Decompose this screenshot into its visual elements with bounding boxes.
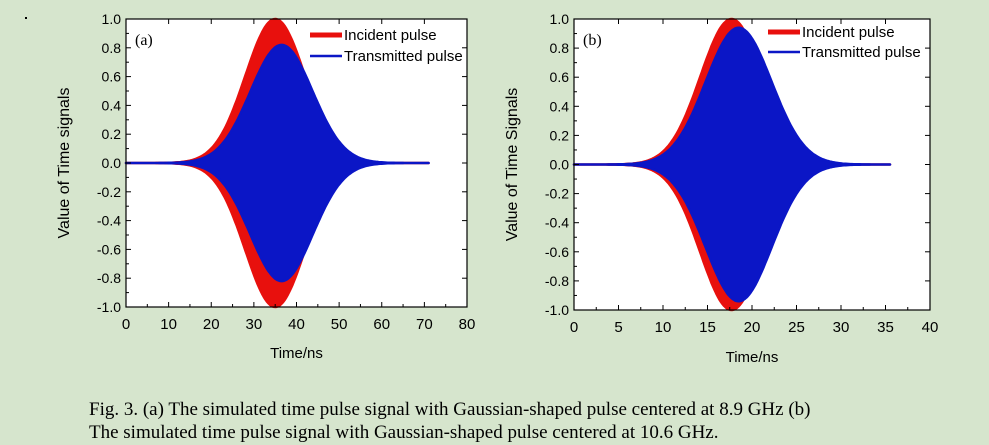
legend-label-transmitted: Transmitted pulse (344, 48, 463, 65)
y-tick-label: 0.8 (102, 40, 122, 56)
chart-panel-b: 0 5 10 15 20 25 30 35 40 1.0 0.8 0.6 0.4 0.2 0.0 -0.2 -0… (504, 11, 938, 366)
x-tick-label: 60 (373, 316, 390, 333)
caption-line-2: The simulated time pulse signal with Gau… (89, 422, 719, 443)
x-tick-label: 30 (833, 319, 850, 336)
x-tick-label: 10 (655, 319, 672, 336)
x-tick-label: 0 (570, 319, 578, 336)
y-tick-label: 0.4 (102, 97, 122, 113)
x-tick-label: 20 (744, 319, 761, 336)
y-tick-label: 0.8 (550, 40, 570, 56)
x-tick-label: 20 (203, 316, 220, 333)
y-tick-label: 0.2 (102, 126, 122, 142)
y-tick-label: -0.8 (97, 270, 121, 286)
y-tick-label: 1.0 (102, 11, 122, 27)
figure-caption: Fig. 3. (a) The simulated time pulse sig… (89, 398, 949, 444)
y-tick-label: -0.6 (97, 241, 121, 257)
x-tick-label: 40 (288, 316, 305, 333)
series-transmitted-pulse (572, 26, 892, 303)
x-tick-label: 50 (331, 316, 348, 333)
y-tick-label: 0.0 (550, 157, 570, 173)
stray-dot (25, 17, 27, 19)
y-tick-label: -0.8 (545, 273, 569, 289)
legend-label-incident: Incident pulse (802, 24, 895, 41)
y-tick-label: 0.6 (550, 69, 570, 85)
x-tick-label: 0 (122, 316, 130, 333)
y-tick-label: -0.4 (97, 213, 121, 229)
y-tick-label: 0.2 (550, 127, 570, 143)
x-tick-label: 40 (922, 319, 939, 336)
y-tick-label: -0.4 (545, 215, 569, 231)
y-axis-label: Value of Time Signals (504, 88, 521, 242)
y-tick-label: -0.2 (545, 186, 569, 202)
y-tick-label: 0.0 (102, 155, 122, 171)
panel-label: (b) (583, 32, 602, 49)
y-tick-label: -0.6 (545, 244, 569, 260)
series-transmitted-pulse (124, 43, 430, 283)
chart-panel-a: 0 10 20 30 40 50 60 70 80 1.0 0.8 0.6 0.4 0.2 0.0 -0.2 -… (56, 11, 475, 362)
y-tick-label: -0.2 (97, 184, 121, 200)
x-tick-label: 5 (614, 319, 622, 336)
x-tick-label: 15 (699, 319, 716, 336)
x-tick-label: 35 (877, 319, 894, 336)
x-tick-label: 80 (459, 316, 476, 333)
legend-label-incident: Incident pulse (344, 27, 437, 44)
y-tick-label: -1.0 (97, 299, 121, 315)
x-tick-label: 25 (788, 319, 805, 336)
y-tick-label: -1.0 (545, 302, 569, 318)
caption-line-1: Fig. 3. (a) The simulated time pulse sig… (89, 399, 811, 420)
legend-label-transmitted: Transmitted pulse (802, 44, 921, 61)
y-tick-label: 0.4 (550, 98, 570, 114)
x-tick-label: 30 (246, 316, 263, 333)
x-tick-label: 10 (160, 316, 177, 333)
x-axis-label: Time/ns (270, 345, 323, 362)
y-tick-label: 0.6 (102, 69, 122, 85)
panel-label: (a) (135, 32, 153, 49)
y-axis-label: Value of Time signals (56, 88, 73, 239)
x-axis-label: Time/ns (726, 349, 779, 366)
y-tick-label: 1.0 (550, 11, 570, 27)
x-tick-label: 70 (416, 316, 433, 333)
